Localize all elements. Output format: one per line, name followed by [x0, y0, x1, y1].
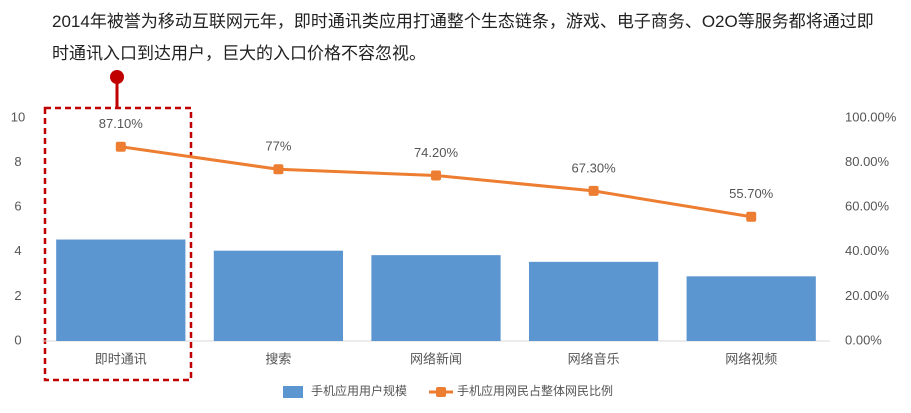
line-marker [588, 185, 599, 196]
legend-label: 手机应用用户规模 [311, 383, 407, 398]
x-tick-label: 网络音乐 [568, 351, 620, 366]
legend-swatch [283, 386, 303, 398]
y-tick-label: 4 [14, 243, 21, 258]
x-tick-label: 搜索 [265, 351, 291, 366]
y-tick-label: 10 [11, 109, 25, 124]
pin-head [110, 70, 124, 84]
data-label: 55.70% [729, 186, 774, 201]
legend-marker [436, 387, 447, 397]
legend-label: 手机应用网民占整体网民比例 [457, 383, 613, 398]
y2-tick-label: 0.00% [845, 332, 882, 347]
data-label: 87.10% [99, 116, 144, 131]
chart-title: 2014年被誉为移动互联网元年，即时通讯类应用打通整个生态链条，游戏、电子商务、… [52, 12, 874, 63]
bar [686, 276, 816, 341]
bar [213, 250, 344, 341]
x-tick-label: 即时通讯 [95, 351, 147, 366]
y-tick-label: 6 [14, 199, 21, 214]
line-marker [746, 211, 757, 222]
y-tick-label: 8 [14, 154, 21, 169]
data-label: 74.20% [414, 145, 459, 160]
line-marker [115, 141, 126, 152]
x-tick-label: 网络视频 [725, 351, 777, 366]
y-tick-label: 2 [14, 288, 21, 303]
x-tick-label: 网络新闻 [410, 351, 462, 366]
line-marker [273, 164, 284, 175]
bar [56, 239, 186, 341]
bar [371, 255, 501, 341]
y2-tick-label: 100.00% [845, 109, 897, 124]
y2-tick-label: 80.00% [845, 154, 890, 169]
bar [528, 261, 659, 341]
line-marker [431, 170, 441, 181]
y2-tick-label: 20.00% [845, 288, 890, 303]
data-label: 77% [265, 139, 291, 154]
y2-tick-label: 40.00% [845, 243, 890, 258]
y-tick-label: 0 [14, 332, 21, 347]
data-label: 67.30% [572, 160, 617, 175]
y2-tick-label: 60.00% [845, 199, 890, 214]
